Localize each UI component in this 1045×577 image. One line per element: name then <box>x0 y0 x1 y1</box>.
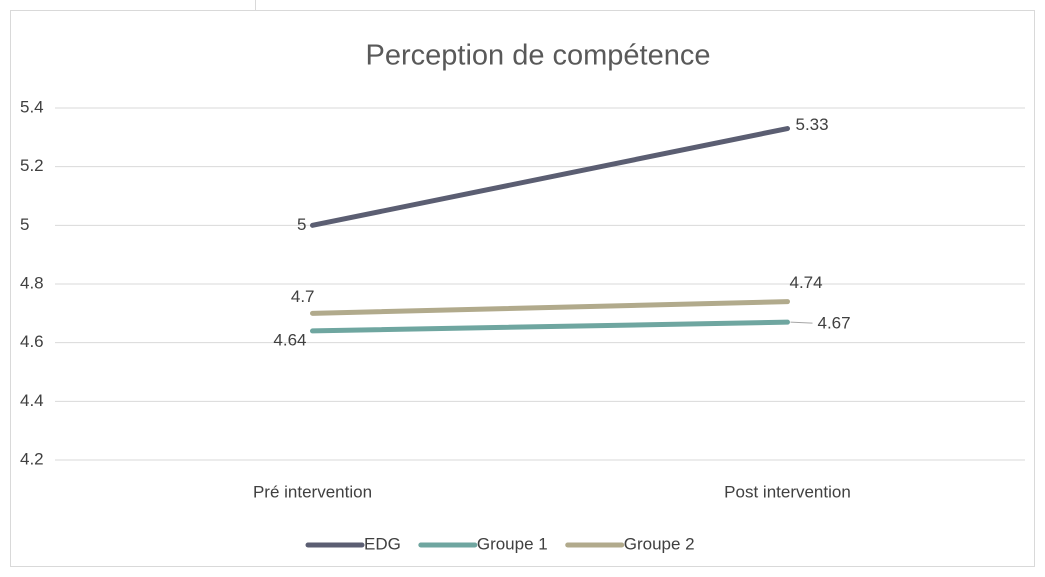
data-label: 5.33 <box>796 115 829 134</box>
y-tick-label: 5 <box>20 215 29 234</box>
legend-label: Groupe 2 <box>624 534 695 553</box>
y-tick-label: 4.4 <box>20 391 44 410</box>
y-tick-label: 5.2 <box>20 156 44 175</box>
series-line <box>310 319 790 334</box>
data-label: 4.7 <box>291 287 315 306</box>
series-line <box>310 126 790 228</box>
series-line <box>310 299 790 316</box>
data-label: 4.74 <box>790 273 823 292</box>
x-tick-label: Post intervention <box>724 482 851 501</box>
y-tick-label: 5.4 <box>20 97 44 116</box>
y-tick-label: 4.8 <box>20 273 44 292</box>
chart-title: Perception de compétence <box>366 40 711 72</box>
x-tick-label: Pré intervention <box>253 482 372 501</box>
y-tick-label: 4.2 <box>20 449 44 468</box>
y-tick-label: 4.6 <box>20 332 44 351</box>
leader-line <box>790 321 813 324</box>
data-label: 5 <box>297 215 306 234</box>
legend-label: Groupe 1 <box>477 534 548 553</box>
chart-frame <box>10 10 1035 567</box>
data-label: 4.67 <box>818 314 851 333</box>
data-label: 4.64 <box>273 330 306 349</box>
legend-label: EDG <box>364 534 401 553</box>
